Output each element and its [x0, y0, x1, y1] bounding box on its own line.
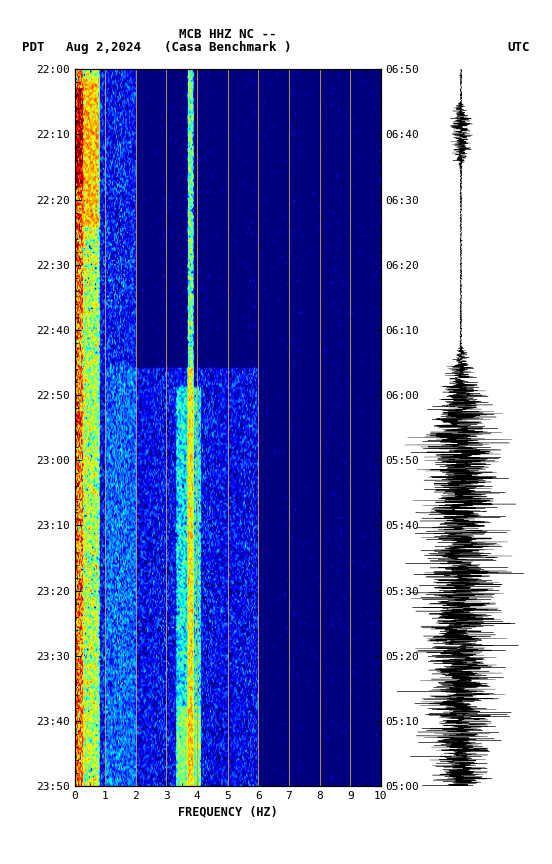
Text: Aug 2,2024: Aug 2,2024 — [66, 41, 141, 54]
Text: UTC: UTC — [507, 41, 530, 54]
Text: (Casa Benchmark ): (Casa Benchmark ) — [164, 41, 291, 54]
X-axis label: FREQUENCY (HZ): FREQUENCY (HZ) — [178, 805, 278, 818]
Text: PDT: PDT — [22, 41, 45, 54]
Text: MCB HHZ NC --: MCB HHZ NC -- — [179, 29, 276, 41]
